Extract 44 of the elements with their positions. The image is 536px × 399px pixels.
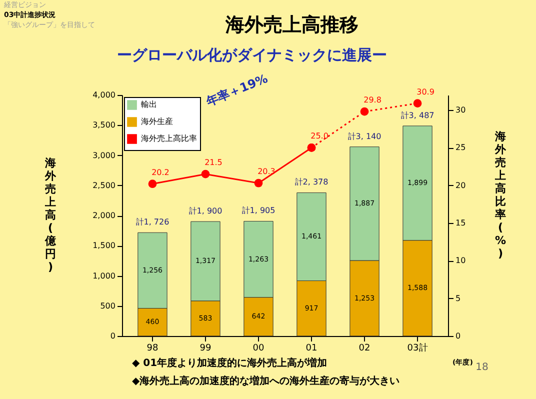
y-tick-label: 3,000 [92, 150, 116, 160]
y-tick-label: 2,000 [92, 211, 116, 220]
text: 海外売上高(億円) [45, 156, 56, 274]
y2-tick-label: 20 [456, 180, 466, 190]
data-label: 25.0 [310, 132, 328, 141]
total-label: 計3, 487 [400, 110, 434, 120]
chart-subtitle: ーグローバル化がダイナミックに進展ー [117, 46, 387, 64]
total-label: 計1, 905 [242, 206, 276, 216]
total-label: 計1, 900 [188, 206, 222, 216]
annotation: 年率＋19% [203, 71, 270, 109]
x-tick-label: 02 [358, 344, 370, 354]
y-tick-label: 3,500 [92, 120, 116, 130]
data-label: 30.9 [416, 87, 434, 96]
total-label: 計3, 140 [348, 132, 382, 141]
y-tick-label: 1,500 [92, 241, 116, 250]
x-tick-label: 01 [306, 344, 318, 354]
text: ◆ 01年度より加速度的に海外売上高が増加 [132, 357, 328, 369]
y-tick-label: 500 [100, 301, 116, 310]
text: 18 [476, 362, 488, 373]
data-label: 21.5 [204, 158, 222, 168]
y2-tick-label: 10 [456, 256, 466, 266]
chart-title: 海外売上高推移 [224, 14, 358, 36]
x-tick-label: 03計 [407, 342, 428, 354]
y-tick-label: 0 [110, 332, 116, 340]
y2-tick-label: 15 [456, 218, 466, 228]
data-label: 20.2 [152, 168, 170, 177]
x-tick-label: 98 [146, 344, 158, 354]
y-tick-label: 4,000 [92, 90, 116, 100]
y2-tick-label: 30 [456, 106, 466, 115]
y2-tick-label: 0 [456, 332, 461, 340]
legend-label: 輸出 [141, 100, 157, 109]
legend-label: 海外生産 [141, 117, 173, 126]
x-tick-label: 99 [200, 344, 212, 354]
y2-tick-label: 5 [456, 294, 461, 303]
data-label: 29.8 [364, 96, 382, 105]
legend-label: 海外売上高比率 [141, 134, 197, 143]
total-label: 計2, 378 [294, 178, 328, 187]
total-label: 計1, 726 [136, 218, 170, 227]
x-tick-label: 00 [252, 344, 264, 354]
y2-tick-label: 25 [456, 143, 466, 152]
y-tick-label: 2,500 [92, 180, 116, 190]
text: 海外売上高比率(%) [494, 130, 506, 260]
y-tick-label: 1,000 [92, 271, 116, 280]
text: ◆海外売上高の加速度的な増加への海外生産の寄与が大きい [132, 375, 400, 387]
